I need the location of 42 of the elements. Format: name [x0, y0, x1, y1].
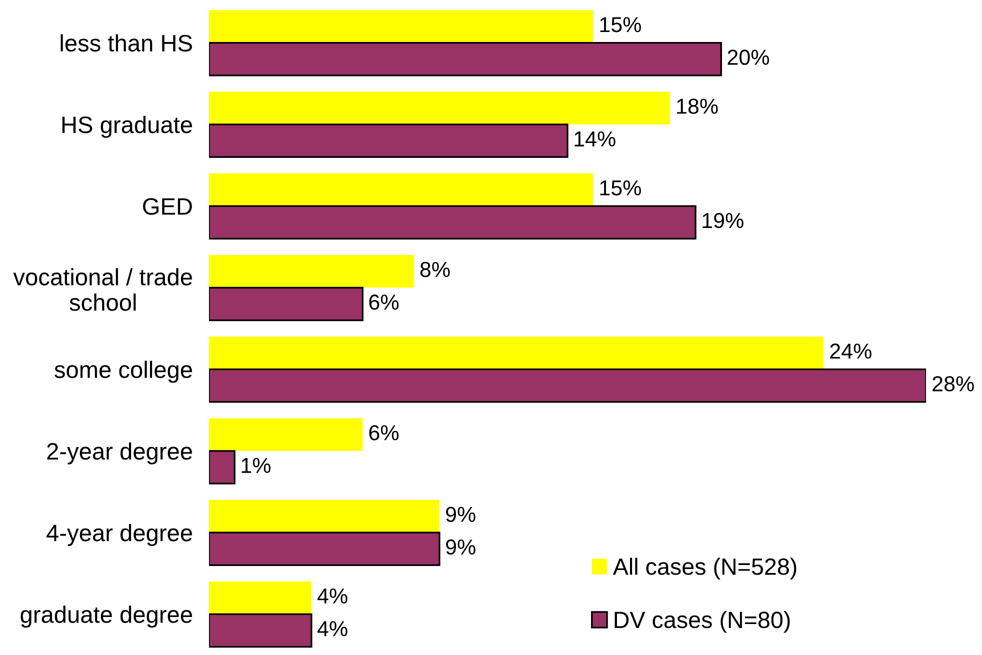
bar	[209, 450, 236, 484]
bar	[209, 255, 414, 288]
data-label: 4%	[317, 588, 348, 604]
y-tick-label: GED	[143, 198, 192, 215]
data-label: 9%	[446, 506, 476, 522]
y-tick-label: less than HS	[60, 34, 192, 52]
data-label: 6%	[369, 425, 399, 440]
y-tick-label: vocational / trade school	[13, 268, 192, 311]
bar	[209, 368, 926, 403]
data-label: 20%	[728, 50, 770, 65]
bar	[209, 336, 824, 370]
bar	[209, 92, 670, 124]
y-tick-label: 2-year degree	[47, 442, 192, 464]
data-label: 14%	[574, 131, 616, 146]
bar	[209, 42, 722, 76]
bar	[209, 124, 568, 158]
bar	[209, 205, 696, 240]
y-tick-label: graduate degree	[20, 606, 192, 628]
data-label: 1%	[242, 458, 271, 473]
bar	[209, 582, 312, 614]
data-label: 9%	[446, 539, 476, 555]
y-tick-label: HS graduate	[62, 116, 192, 138]
data-label: 19%	[702, 212, 744, 228]
data-label: 8%	[420, 262, 450, 278]
bar	[209, 10, 594, 43]
data-label: 24%	[830, 344, 872, 359]
data-label: 15%	[600, 180, 641, 196]
legend-label: DV cases (N=80)	[614, 611, 790, 633]
bar	[209, 173, 594, 206]
legend-label: All cases (N=528)	[612, 558, 796, 580]
bar	[209, 532, 440, 566]
data-label: 4%	[317, 621, 348, 636]
bar	[209, 500, 440, 533]
y-tick-label: some college	[54, 360, 192, 383]
data-label: 6%	[369, 294, 399, 310]
data-label: 18%	[677, 98, 718, 114]
y-tick-label: 4-year degree	[46, 524, 192, 546]
data-label: 15%	[600, 17, 641, 32]
data-label: 28%	[932, 376, 974, 392]
bar	[209, 286, 364, 322]
bar	[209, 418, 363, 451]
bar	[209, 613, 312, 648]
